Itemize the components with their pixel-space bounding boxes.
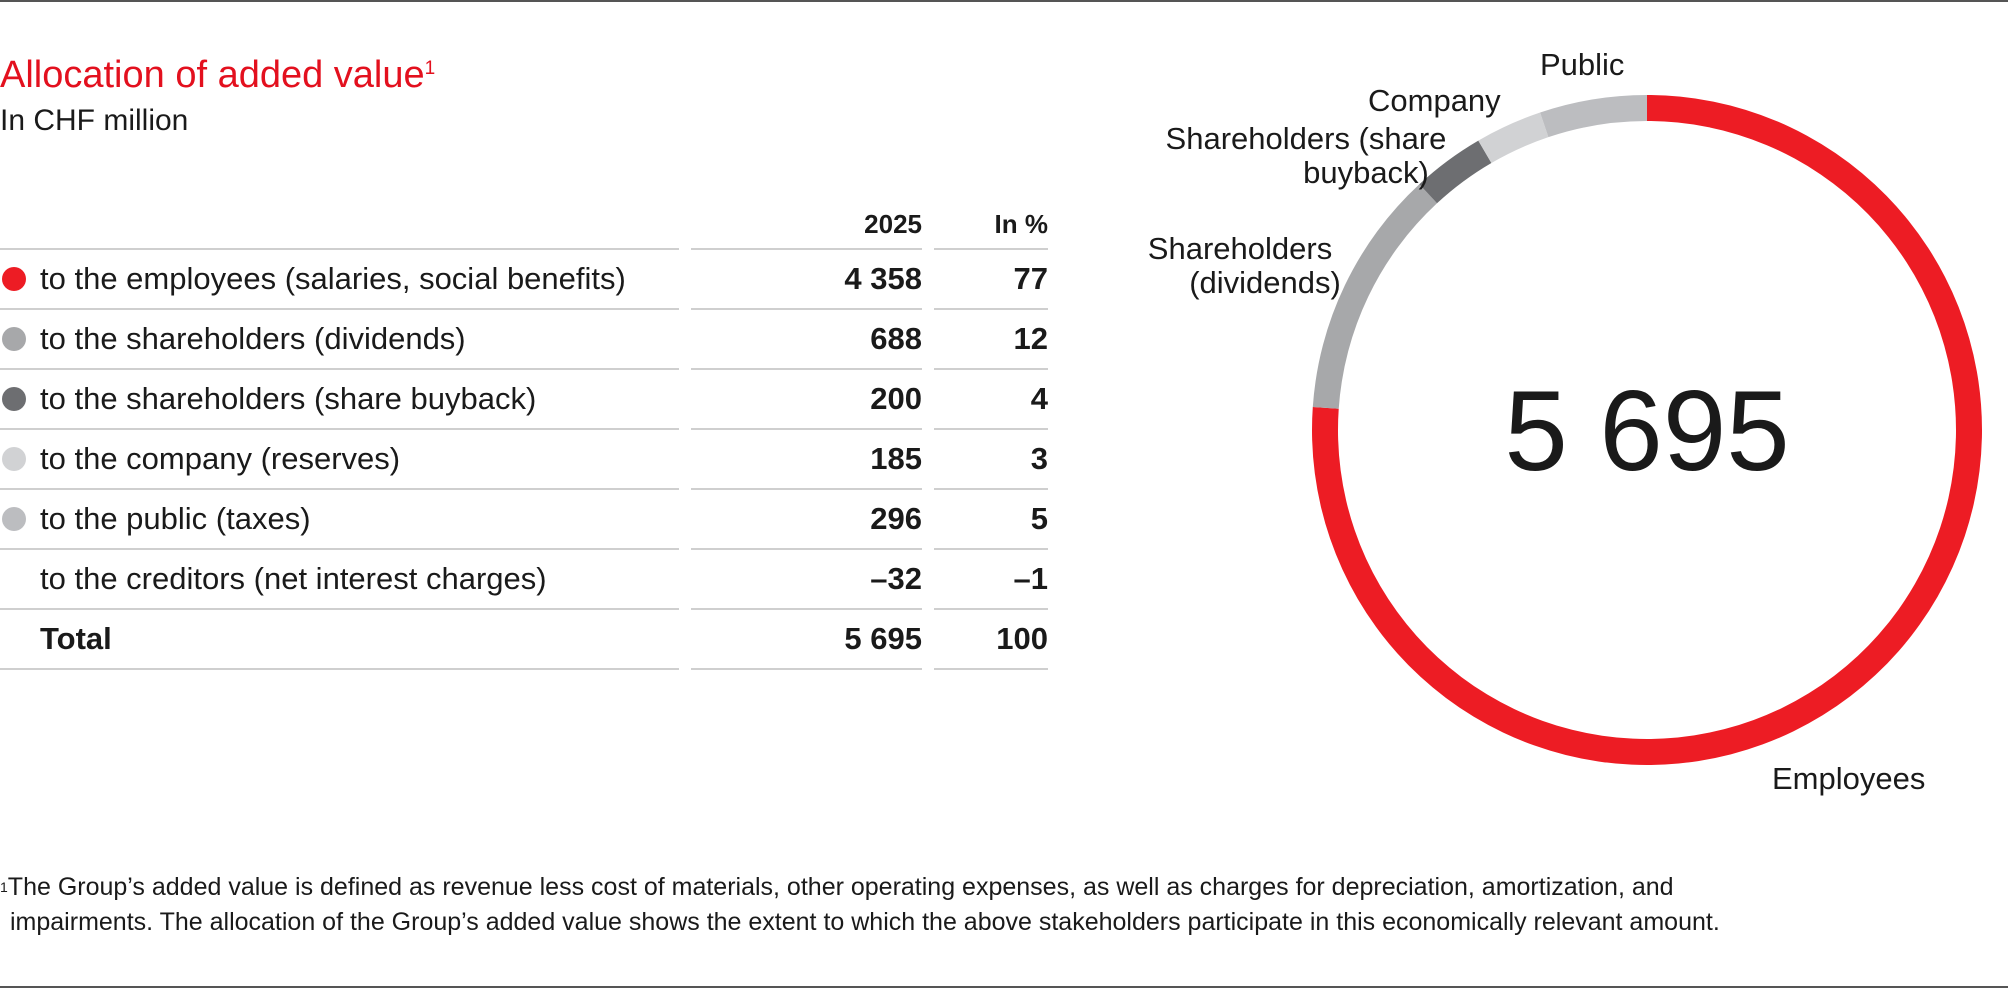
table-row: to the public (taxes) 296 5: [0, 490, 1050, 550]
legend-dot-icon: [2, 387, 26, 411]
table-row: to the shareholders (dividends) 688 12: [0, 310, 1050, 370]
header-year: 2025: [691, 200, 922, 250]
row-label: to the creditors (net interest charges): [0, 550, 679, 610]
header-percent: In %: [934, 200, 1048, 250]
row-value: 200: [691, 370, 922, 430]
title-text: Allocation of added value: [0, 54, 425, 96]
table-header: 2025 In %: [0, 200, 1050, 260]
row-percent: 12: [934, 310, 1048, 370]
donut-slice-shareholders-dividends: [1312, 184, 1438, 409]
row-label: to the shareholders (share buyback): [0, 370, 679, 430]
footnote-mark: 1: [424, 58, 436, 79]
label-dividends-line1: Shareholders: [1147, 231, 1333, 266]
table-row: to the creditors (net interest charges) …: [0, 550, 1050, 610]
row-percent: 100: [934, 610, 1048, 670]
table-total-row: Total 5 695 100: [0, 610, 1050, 670]
row-value: 185: [691, 430, 922, 490]
table-row: to the shareholders (share buyback) 200 …: [0, 370, 1050, 430]
row-label: Total: [0, 610, 679, 670]
chart-subtitle: In CHF million: [0, 104, 189, 137]
row-value: 4 358: [691, 250, 922, 310]
label-employees: Employees: [1772, 761, 1926, 796]
chart-title: Allocation of added value1: [0, 54, 435, 97]
row-percent: 5: [934, 490, 1048, 550]
row-value: 5 695: [691, 610, 922, 670]
row-label-text: to the shareholders (share buyback): [40, 381, 537, 416]
footnote: 1The Group’s added value is defined as r…: [0, 870, 1960, 940]
row-label: to the employees (salaries, social benef…: [0, 250, 679, 310]
table-row: to the employees (salaries, social benef…: [0, 250, 1050, 310]
row-label-text: Total: [40, 621, 112, 656]
bottom-rule: [0, 986, 2008, 988]
legend-dot-icon: [2, 327, 26, 351]
donut-slice-public: [1540, 95, 1647, 138]
row-label-text: to the public (taxes): [40, 501, 311, 536]
row-label-text: to the creditors (net interest charges): [40, 561, 547, 596]
footnote-line1: 1The Group’s added value is defined as r…: [0, 870, 1960, 905]
row-percent: 4: [934, 370, 1048, 430]
label-dividends-line2: (dividends): [1189, 265, 1341, 300]
legend-dot-icon: [2, 507, 26, 531]
row-value: –32: [691, 550, 922, 610]
label-company: Company: [1368, 83, 1501, 118]
footnote-line2: impairments. The allocation of the Group…: [10, 908, 1720, 936]
row-label: to the company (reserves): [0, 430, 679, 490]
label-public: Public: [1540, 47, 1625, 82]
footnote-mark: 1: [0, 879, 8, 895]
row-percent: –1: [934, 550, 1048, 610]
donut-center-total: 5 695: [1504, 368, 1789, 495]
label-dividends: Shareholders (dividends): [1120, 232, 1360, 300]
label-buyback-line1: Shareholders (share: [1165, 121, 1447, 156]
table-row: to the company (reserves) 185 3: [0, 430, 1050, 490]
donut-slice-shareholders-share-buyback: [1419, 140, 1492, 204]
label-buyback-line2: buyback): [1303, 155, 1429, 190]
row-percent: 3: [934, 430, 1048, 490]
row-percent: 77: [934, 250, 1048, 310]
row-label: to the shareholders (dividends): [0, 310, 679, 370]
header-label: [0, 200, 679, 250]
row-value: 296: [691, 490, 922, 550]
row-label: to the public (taxes): [0, 490, 679, 550]
row-label-text: to the shareholders (dividends): [40, 321, 466, 356]
legend-dot-icon: [2, 447, 26, 471]
label-share-buyback: Shareholders (share buyback): [1156, 122, 1456, 190]
row-label-text: to the employees (salaries, social benef…: [40, 261, 626, 296]
legend-dot-icon: [2, 267, 26, 291]
row-label-text: to the company (reserves): [40, 441, 401, 476]
top-rule: [0, 0, 2008, 2]
row-value: 688: [691, 310, 922, 370]
footnote-text-1: The Group’s added value is defined as re…: [7, 873, 1674, 901]
donut-slice-company: [1478, 112, 1549, 164]
